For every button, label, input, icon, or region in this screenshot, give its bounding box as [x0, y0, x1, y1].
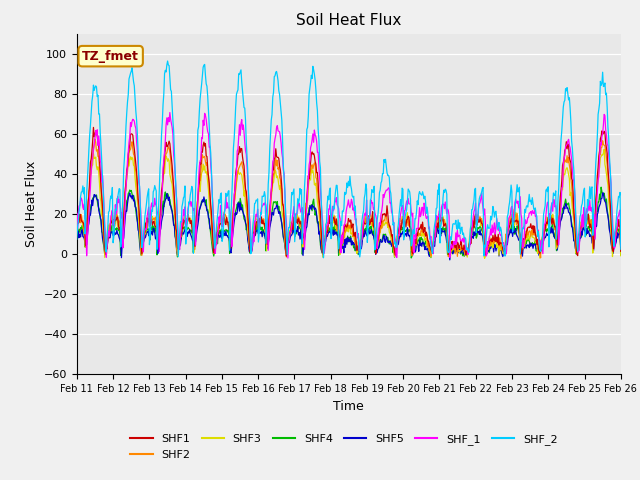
Line: SHF4: SHF4	[77, 187, 621, 258]
SHF_1	[139, 244, 147, 250]
SHF2	[73, 224, 81, 230]
SHF5	[73, 236, 81, 242]
SHF3	[617, 253, 625, 259]
SHF2	[517, 255, 525, 261]
SHF4	[223, 227, 230, 233]
SHF4	[597, 184, 605, 190]
SHF1	[433, 224, 440, 229]
SHF2	[617, 247, 625, 253]
Line: SHF_2: SHF_2	[77, 61, 621, 258]
SHF3	[481, 255, 488, 261]
SHF_2	[83, 191, 90, 197]
SHF2	[416, 231, 424, 237]
SHF2	[431, 234, 439, 240]
Y-axis label: Soil Heat Flux: Soil Heat Flux	[25, 161, 38, 247]
SHF3	[223, 218, 230, 224]
SHF_1	[433, 213, 440, 218]
SHF4	[408, 255, 415, 261]
SHF2	[195, 190, 202, 196]
SHF5	[223, 233, 230, 239]
SHF5	[446, 257, 454, 263]
SHF1	[195, 184, 202, 190]
SHF1	[140, 239, 147, 245]
SHF2	[91, 136, 99, 142]
SHF2	[140, 236, 147, 242]
SHF1	[90, 124, 97, 130]
SHF_1	[617, 243, 625, 249]
SHF3	[415, 234, 422, 240]
SHF_2	[164, 58, 172, 64]
SHF_2	[433, 205, 440, 211]
Line: SHF2: SHF2	[77, 139, 621, 258]
SHF3	[600, 146, 608, 152]
SHF_2	[73, 236, 81, 242]
SHF_1	[284, 255, 292, 261]
SHF4	[194, 211, 202, 217]
SHF4	[416, 235, 424, 240]
SHF5	[194, 222, 202, 228]
SHF_1	[195, 176, 202, 182]
SHF3	[431, 228, 438, 233]
SHF5	[431, 243, 438, 249]
SHF5	[415, 249, 422, 254]
SHF4	[431, 230, 439, 236]
SHF5	[83, 241, 90, 247]
SHF3	[194, 197, 202, 203]
Line: SHF5: SHF5	[77, 193, 621, 260]
SHF3	[83, 223, 90, 228]
SHF_2	[417, 191, 424, 196]
SHF_1	[83, 253, 90, 259]
Line: SHF3: SHF3	[77, 149, 621, 258]
SHF1	[83, 228, 90, 234]
SHF5	[139, 245, 147, 251]
SHF2	[223, 220, 231, 226]
Line: SHF_1: SHF_1	[77, 112, 621, 258]
SHF1	[417, 225, 424, 231]
SHF1	[617, 249, 625, 254]
SHF3	[73, 223, 81, 229]
SHF_2	[139, 240, 147, 246]
Title: Soil Heat Flux: Soil Heat Flux	[296, 13, 401, 28]
SHF5	[599, 190, 607, 196]
X-axis label: Time: Time	[333, 400, 364, 413]
SHF4	[139, 241, 147, 247]
SHF_2	[319, 255, 327, 261]
SHF4	[617, 252, 625, 258]
SHF1	[282, 253, 290, 259]
SHF_1	[73, 211, 81, 216]
SHF_2	[617, 246, 625, 252]
SHF_2	[195, 124, 202, 130]
SHF_1	[166, 109, 173, 115]
SHF_2	[223, 193, 231, 199]
SHF3	[139, 241, 147, 247]
SHF_1	[223, 200, 231, 205]
SHF_1	[417, 214, 424, 219]
SHF5	[617, 248, 625, 253]
SHF4	[73, 232, 81, 238]
SHF2	[83, 233, 90, 239]
Line: SHF1: SHF1	[77, 127, 621, 256]
SHF4	[83, 232, 90, 238]
Text: TZ_fmet: TZ_fmet	[83, 49, 139, 63]
SHF1	[223, 219, 231, 225]
Legend: SHF1, SHF2, SHF3, SHF4, SHF5, SHF_1, SHF_2: SHF1, SHF2, SHF3, SHF4, SHF5, SHF_1, SHF…	[126, 430, 562, 464]
SHF1	[73, 224, 81, 230]
